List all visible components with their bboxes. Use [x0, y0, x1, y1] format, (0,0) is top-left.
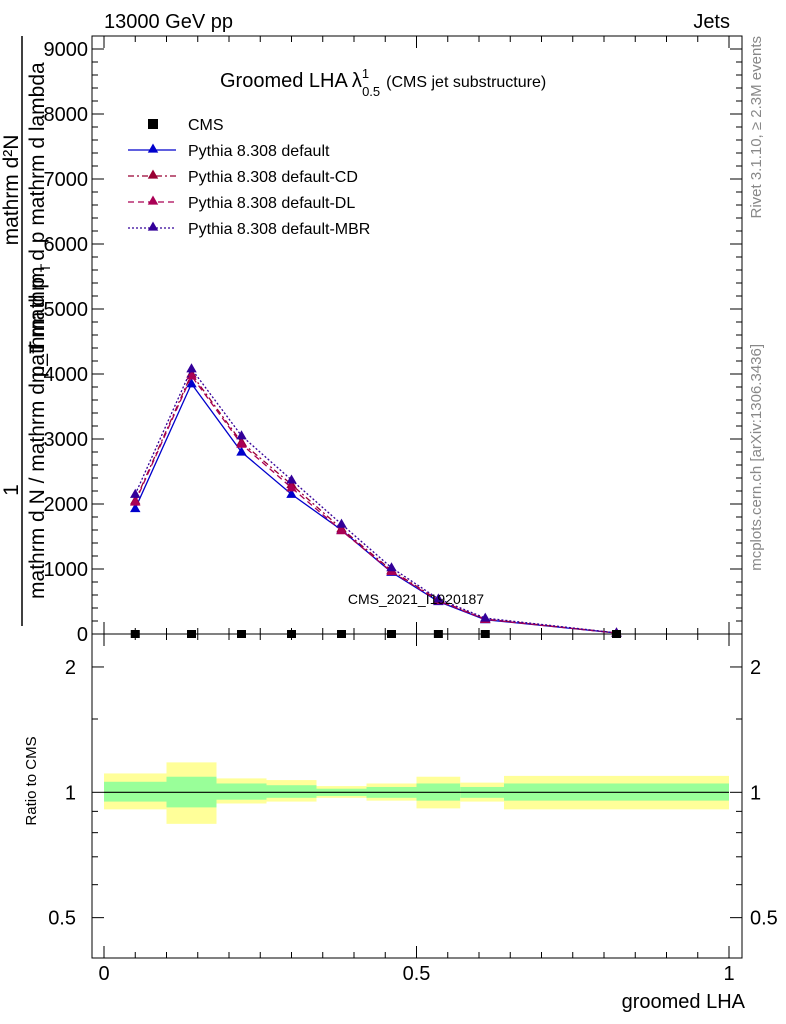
legend: CMS Pythia 8.308 default Pythia 8.308 defa…: [128, 117, 370, 238]
legend-label-2: Pythia 8.308 default-CD: [188, 169, 358, 186]
ylabel-upper: mathrm d p mathrm d lambda: [26, 62, 49, 338]
legend-marker-1: [147, 143, 159, 153]
series-marker-3: [130, 488, 141, 498]
ylabel-numerator: mathrm d²N: [0, 135, 23, 246]
header-right: Jets: [693, 11, 730, 33]
title-sub: 0.5: [362, 84, 380, 99]
series-marker-0: [130, 503, 141, 513]
ratio-y-tick-label: 2: [65, 657, 76, 679]
legend-label-1: Pythia 8.308 default: [188, 143, 330, 160]
series-marker-3: [433, 593, 444, 603]
ratio-y-tick-label: 1: [65, 782, 76, 804]
legend-label-4: Pythia 8.308 default-MBR: [188, 221, 370, 238]
legend-label-3: Pythia 8.308 default-DL: [188, 195, 355, 212]
stat-uncertainty-band: [266, 785, 317, 798]
legend-marker-2: [147, 169, 159, 179]
y-tick-label: 1000: [44, 559, 89, 581]
ratio-ylabel: Ratio to CMS: [23, 736, 40, 825]
header-left: 13000 GeV pp: [104, 11, 233, 33]
ratio-y-tick-label-right: 1: [750, 782, 761, 804]
series-marker-3: [186, 363, 197, 373]
y-tick-label: 4000: [44, 364, 89, 386]
ylabel-lower-sub: T: [37, 263, 53, 272]
y-tick-label: 6000: [44, 234, 89, 256]
legend-marker-4: [147, 221, 159, 231]
series-marker-0: [186, 378, 197, 388]
series-marker-0: [286, 488, 297, 498]
series-marker-2: [236, 438, 247, 448]
y-tick-label: 5000: [44, 299, 89, 321]
series-marker-2: [130, 496, 141, 506]
mcplots-label: mcplots.cern.ch [arXiv:1306.3436]: [748, 344, 765, 571]
series-marker-3: [286, 474, 297, 484]
series-marker-2: [336, 525, 347, 535]
y-tick-label: 8000: [44, 104, 89, 126]
main-ylabel: mathrm d²N mathrm d p mathrm d lambda 1 …: [0, 36, 53, 626]
ratio-plot: 0.5 0.5 1 1 2 2 0 0.5 1: [48, 633, 778, 985]
rivet-label: Rivet 3.1.10, ≥ 2.3M events: [748, 36, 765, 219]
legend-label-0: CMS: [188, 117, 224, 134]
series-marker-3: [336, 518, 347, 528]
series-line-3: [134, 367, 617, 634]
title-symbol: λ: [352, 70, 362, 92]
ratio-y-tick-label: 0.5: [48, 908, 76, 930]
ratio-y-tick-label-right: 2: [750, 657, 761, 679]
legend-marker-cms: [148, 119, 158, 129]
series-marker-3: [480, 612, 491, 622]
title-main: Groomed LHA: [220, 70, 348, 92]
title-note: (CMS jet substructure): [386, 74, 546, 91]
x-tick-label: 0.5: [403, 963, 431, 985]
stat-uncertainty-band: [104, 781, 167, 802]
y-tick-label: 2000: [44, 494, 89, 516]
legend-marker-3: [147, 195, 159, 205]
series-marker-3: [386, 562, 397, 572]
x-tick-label: 1: [723, 963, 734, 985]
x-tick-label: 0: [98, 963, 109, 985]
y-tick-label: 3000: [44, 429, 89, 451]
series-marker-2: [186, 370, 197, 380]
y-tick-label: 9000: [44, 39, 89, 61]
series-marker-3: [236, 430, 247, 440]
ylabel-denominator: mathrm d N / mathrm d p_T: [26, 341, 49, 599]
series-marker-0: [236, 446, 247, 456]
title-sup: 1: [362, 66, 369, 81]
ratio-y-tick-label-right: 0.5: [750, 908, 778, 930]
main-plot: 0 1000 2000 3000 4000 5000 6000 7000 8000 9000: [44, 35, 743, 646]
ylabel-one: 1: [0, 484, 23, 496]
x-axis-label: groomed LHA: [622, 991, 746, 1013]
plot-title: Groomed LHA λ1 0.5 (CMS jet substructure): [220, 66, 546, 99]
series-marker-2: [286, 482, 297, 492]
ylabel-lower: mathrm d p: [26, 277, 49, 383]
stat-uncertainty-band: [216, 783, 267, 800]
y-tick-label: 0: [77, 624, 88, 646]
analysis-watermark: CMS_2021_I1920187: [348, 591, 484, 607]
y-tick-label: 7000: [44, 169, 89, 191]
